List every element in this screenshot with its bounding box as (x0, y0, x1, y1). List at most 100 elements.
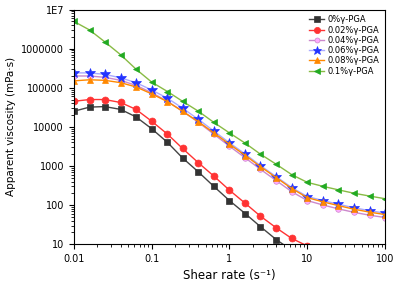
0.04%γ-PGA (227, 145, 232, 148)
0.1%γ-PGA (71, 20, 76, 23)
0.04%γ-PGA (289, 190, 294, 194)
0.06%γ-PGA (321, 199, 326, 202)
0.1%γ-PGA (367, 194, 372, 198)
0%γ-PGA (165, 141, 170, 144)
0.06%γ-PGA (243, 152, 248, 156)
0%γ-PGA (258, 225, 263, 228)
X-axis label: Shear rate (s⁻¹): Shear rate (s⁻¹) (183, 270, 276, 283)
0.08%γ-PGA (243, 154, 248, 157)
0.02%γ-PGA (118, 101, 123, 104)
0.04%γ-PGA (274, 179, 279, 182)
0.02%γ-PGA (71, 100, 76, 103)
0.02%γ-PGA (383, 260, 388, 264)
0.06%γ-PGA (102, 73, 107, 76)
0.1%γ-PGA (227, 131, 232, 135)
0.04%γ-PGA (305, 199, 310, 202)
0.02%γ-PGA (180, 147, 185, 150)
0.08%γ-PGA (102, 79, 107, 82)
0.08%γ-PGA (118, 81, 123, 84)
0.1%γ-PGA (212, 121, 216, 124)
0%γ-PGA (274, 238, 279, 241)
0.02%γ-PGA (367, 258, 372, 262)
0.04%γ-PGA (367, 213, 372, 217)
0.08%γ-PGA (258, 165, 263, 168)
0.1%γ-PGA (102, 40, 107, 43)
Line: 0.1%γ-PGA: 0.1%γ-PGA (70, 18, 389, 202)
0.02%γ-PGA (196, 161, 201, 165)
0.06%γ-PGA (71, 71, 76, 75)
0%γ-PGA (118, 108, 123, 111)
0.02%γ-PGA (274, 226, 279, 230)
0.04%γ-PGA (196, 121, 201, 124)
Line: 0.04%γ-PGA: 0.04%γ-PGA (71, 73, 388, 220)
0.1%γ-PGA (321, 185, 326, 188)
0.06%γ-PGA (352, 206, 357, 210)
Line: 0.02%γ-PGA: 0.02%γ-PGA (70, 96, 389, 266)
0%γ-PGA (180, 156, 185, 160)
0.08%γ-PGA (367, 211, 372, 214)
0.08%γ-PGA (71, 79, 76, 83)
Line: 0%γ-PGA: 0%γ-PGA (70, 103, 389, 275)
0.02%γ-PGA (336, 253, 341, 256)
0.06%γ-PGA (367, 209, 372, 212)
Y-axis label: Apparent viscosity (mPa·s): Apparent viscosity (mPa·s) (6, 57, 16, 196)
Line: 0.08%γ-PGA: 0.08%γ-PGA (70, 76, 389, 218)
0.08%γ-PGA (321, 200, 326, 204)
0.08%γ-PGA (383, 213, 388, 216)
0.04%γ-PGA (180, 109, 185, 113)
0.04%γ-PGA (165, 100, 170, 103)
0%γ-PGA (102, 105, 107, 108)
0.1%γ-PGA (289, 173, 294, 176)
0.06%γ-PGA (289, 186, 294, 189)
0.06%γ-PGA (118, 76, 123, 79)
0.08%γ-PGA (227, 143, 232, 146)
0.02%γ-PGA (352, 256, 357, 259)
0.1%γ-PGA (243, 142, 248, 145)
0.04%γ-PGA (87, 74, 92, 78)
0.06%γ-PGA (87, 71, 92, 75)
0.04%γ-PGA (321, 203, 326, 207)
0%γ-PGA (149, 127, 154, 130)
0.06%γ-PGA (336, 202, 341, 206)
0.06%γ-PGA (134, 81, 138, 84)
0%γ-PGA (367, 266, 372, 270)
0.02%γ-PGA (227, 188, 232, 192)
0%γ-PGA (336, 260, 341, 264)
0.08%γ-PGA (134, 85, 138, 89)
0.06%γ-PGA (383, 211, 388, 215)
0.1%γ-PGA (165, 90, 170, 93)
0.06%γ-PGA (274, 175, 279, 179)
0.1%γ-PGA (383, 197, 388, 200)
0.08%γ-PGA (180, 109, 185, 113)
0.06%γ-PGA (227, 141, 232, 145)
0.02%γ-PGA (212, 175, 216, 178)
0.02%γ-PGA (243, 202, 248, 205)
0.04%γ-PGA (336, 207, 341, 211)
0.02%γ-PGA (321, 249, 326, 252)
0.1%γ-PGA (180, 100, 185, 103)
0.08%γ-PGA (87, 78, 92, 82)
0%γ-PGA (352, 263, 357, 266)
0.1%γ-PGA (196, 109, 201, 113)
0.06%γ-PGA (196, 118, 201, 121)
0.06%γ-PGA (165, 96, 170, 100)
0.04%γ-PGA (71, 74, 76, 78)
0.1%γ-PGA (258, 152, 263, 156)
0.02%γ-PGA (258, 215, 263, 218)
0.02%γ-PGA (165, 132, 170, 136)
0.1%γ-PGA (274, 163, 279, 166)
0.1%γ-PGA (336, 188, 341, 192)
0%γ-PGA (383, 270, 388, 273)
0.08%γ-PGA (336, 204, 341, 207)
0.1%γ-PGA (134, 67, 138, 71)
0.08%γ-PGA (352, 208, 357, 211)
0.08%γ-PGA (165, 100, 170, 103)
0.04%γ-PGA (258, 168, 263, 171)
0.04%γ-PGA (352, 211, 357, 214)
0.04%γ-PGA (118, 79, 123, 82)
0.06%γ-PGA (305, 195, 310, 198)
0%γ-PGA (134, 115, 138, 119)
0.02%γ-PGA (134, 108, 138, 111)
0.06%γ-PGA (149, 88, 154, 92)
0%γ-PGA (71, 109, 76, 113)
